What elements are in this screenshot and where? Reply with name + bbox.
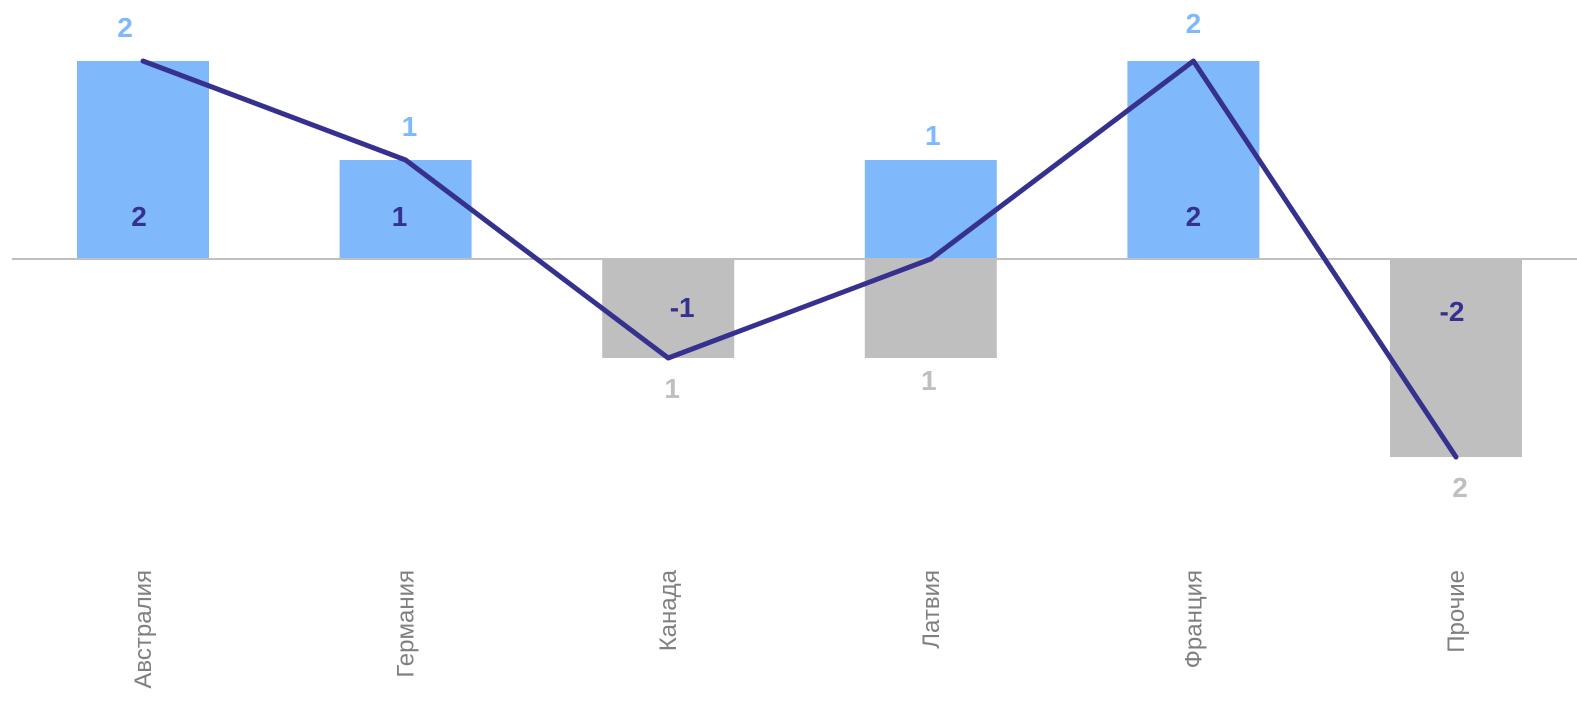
x-tick-label-3: Латвия <box>918 570 945 649</box>
bar-positive-3 <box>864 160 997 259</box>
line-label-2: -1 <box>670 292 695 323</box>
bars-group <box>77 61 1522 457</box>
line-label-1: 1 <box>392 201 408 232</box>
bar-label-4: 2 <box>1186 8 1202 39</box>
x-tick-labels: Австралия Германия Канада Латвия Франция Проч… <box>130 569 1470 688</box>
bar-label-1: 1 <box>402 111 418 142</box>
bar-label-0: 2 <box>117 12 133 43</box>
bar-label-top-3: 1 <box>925 120 941 151</box>
bar-negative-5 <box>1390 259 1522 457</box>
line-label-0: 2 <box>131 201 147 232</box>
bar-label-3: 1 <box>921 365 937 396</box>
line-series <box>140 58 1459 460</box>
x-tick-label-2: Канада <box>655 569 682 651</box>
bar-positive-0 <box>77 61 209 259</box>
bar-positive-1 <box>339 160 472 259</box>
x-tick-label-0: Австралия <box>130 570 157 689</box>
line-label-4: 2 <box>1186 201 1202 232</box>
line-series-group <box>140 58 1459 460</box>
x-tick-label-1: Германия <box>393 570 420 678</box>
bar-label-2: 1 <box>664 373 680 404</box>
labels-group: 2 1 1 1 1 2 2 2 1 -1 2 -2 <box>117 8 1468 503</box>
line-label-5: -2 <box>1440 296 1465 327</box>
x-tick-label-5: Прочие <box>1443 570 1470 653</box>
bar-label-5: 2 <box>1452 472 1468 503</box>
x-tick-label-4: Франция <box>1180 570 1207 668</box>
